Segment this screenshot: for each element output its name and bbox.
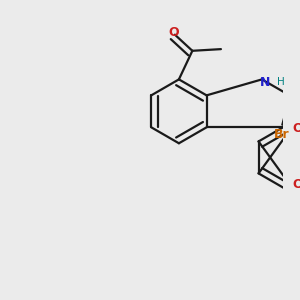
Text: Br: Br xyxy=(274,128,290,140)
Text: O: O xyxy=(168,26,178,40)
Text: H: H xyxy=(277,77,284,87)
Text: N: N xyxy=(260,76,270,88)
Text: O: O xyxy=(292,122,300,135)
Polygon shape xyxy=(282,95,290,126)
Text: O: O xyxy=(292,178,300,191)
